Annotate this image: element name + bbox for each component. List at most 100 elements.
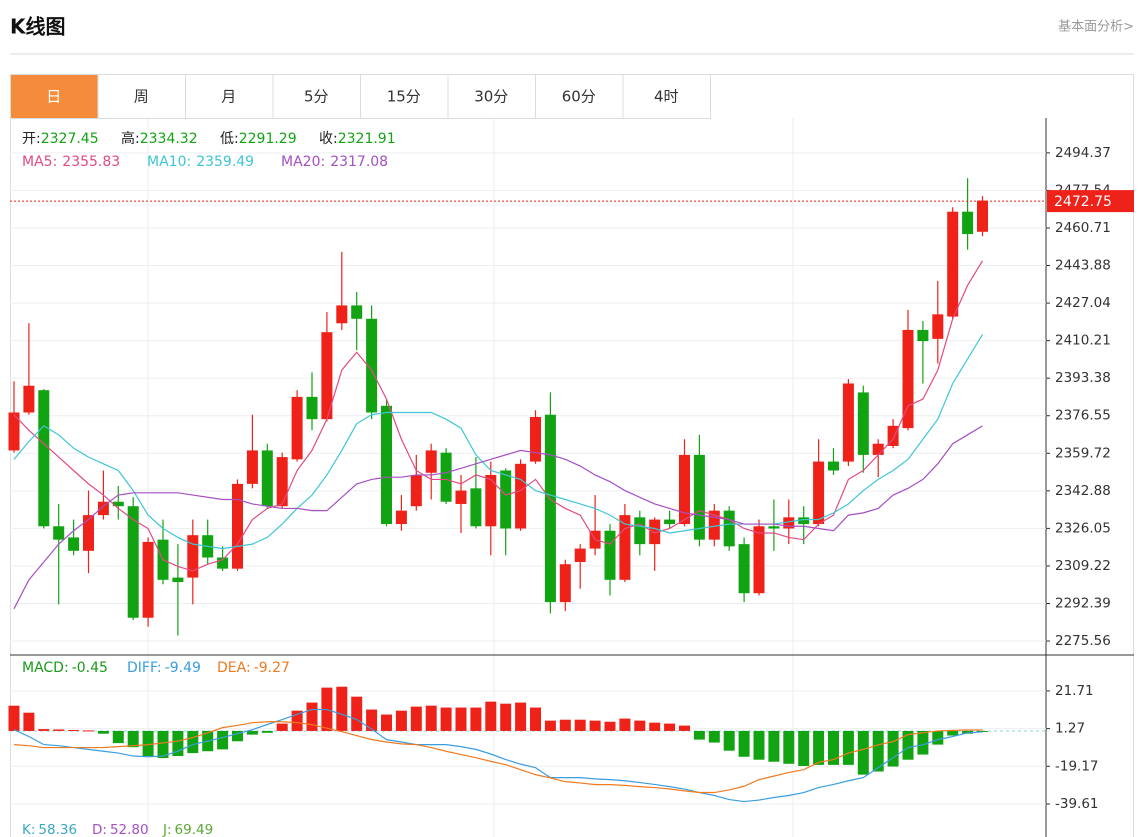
tab[interactable] bbox=[622, 74, 711, 119]
macd-bar bbox=[395, 710, 407, 731]
tab-label[interactable]: 月 bbox=[221, 88, 236, 106]
kdj-legend: J: 69.49 bbox=[162, 822, 213, 837]
macd-bar bbox=[172, 730, 184, 757]
macd-bar bbox=[187, 730, 199, 754]
macd-bar bbox=[947, 730, 959, 736]
y-tick-label: 2292.39 bbox=[1055, 595, 1111, 611]
macd-bar bbox=[261, 730, 273, 733]
macd-bar bbox=[97, 730, 109, 734]
candle-body bbox=[321, 332, 333, 420]
candle-body bbox=[112, 501, 124, 507]
legend-value: 52.80 bbox=[110, 822, 149, 837]
macd-bar bbox=[127, 730, 139, 748]
candle-body bbox=[828, 461, 839, 471]
macd-bar bbox=[977, 730, 988, 732]
candle-body bbox=[768, 526, 780, 529]
macd-bar bbox=[112, 730, 124, 744]
macd-bar bbox=[530, 707, 541, 731]
macd-bar bbox=[798, 730, 810, 766]
candle-body bbox=[693, 454, 705, 540]
y-tick-label: 21.71 bbox=[1055, 683, 1094, 699]
y-tick-label: 2376.55 bbox=[1055, 408, 1111, 424]
tab[interactable] bbox=[272, 74, 361, 119]
macd-bar bbox=[440, 707, 452, 731]
candle-body bbox=[97, 501, 109, 516]
candle-body bbox=[261, 450, 273, 507]
tab-label[interactable]: 日 bbox=[46, 88, 61, 106]
legend-value: 2359.49 bbox=[196, 154, 254, 170]
candle-body bbox=[634, 517, 646, 545]
candle-body bbox=[306, 396, 318, 420]
macd-bar bbox=[634, 720, 646, 731]
indicator-line bbox=[13, 721, 983, 794]
legend-value: 2321.91 bbox=[338, 131, 396, 147]
macd-bar bbox=[872, 730, 884, 772]
candle-body bbox=[232, 483, 243, 569]
tab-label[interactable]: 60分 bbox=[562, 88, 596, 106]
candle-body bbox=[172, 577, 184, 583]
candle-body bbox=[485, 474, 497, 527]
tab[interactable] bbox=[360, 74, 449, 119]
legend-label: DIFF: bbox=[127, 660, 162, 676]
candle-body bbox=[887, 425, 899, 446]
tab-label[interactable]: 15分 bbox=[387, 88, 421, 106]
y-tick-label: 2393.38 bbox=[1055, 370, 1111, 386]
legend-value: 2327.45 bbox=[41, 131, 99, 147]
tab-label[interactable]: 周 bbox=[134, 88, 149, 106]
legend-label: D: bbox=[92, 822, 107, 837]
legend-label: 低: bbox=[220, 131, 239, 147]
candle-body bbox=[291, 396, 303, 460]
price-panel: 2494.372477.542460.712443.882427.042410.… bbox=[8, 145, 1134, 649]
kdj-legend: K: 58.36 bbox=[22, 822, 77, 837]
ohlc-legend: 高:2334.32 bbox=[121, 130, 198, 147]
legend-label: MA20: bbox=[281, 154, 325, 170]
macd-bar bbox=[336, 686, 348, 731]
page-title: K线图 bbox=[10, 15, 66, 39]
candle-body bbox=[708, 510, 720, 540]
candle-body bbox=[738, 544, 750, 594]
legends: 开:2327.45 高:2334.32 低:2291.29 收:2321.91 MA5:… bbox=[22, 130, 396, 837]
last-price-label: 2472.75 bbox=[1054, 194, 1112, 210]
y-tick-label: 2275.56 bbox=[1055, 633, 1111, 649]
macd-bar bbox=[842, 730, 854, 765]
indicator-line bbox=[13, 425, 983, 610]
macd-bar bbox=[783, 730, 795, 764]
macd-bar bbox=[410, 706, 422, 731]
indicator-line bbox=[13, 260, 984, 572]
macd-bar bbox=[8, 705, 20, 731]
macd-bar bbox=[664, 723, 676, 731]
macd-bar bbox=[619, 718, 631, 731]
macd-bar bbox=[306, 702, 318, 731]
tab-label[interactable]: 5分 bbox=[304, 88, 329, 106]
legend-value: -9.49 bbox=[165, 660, 201, 676]
legend-value: -0.45 bbox=[72, 660, 108, 676]
indicator-line bbox=[13, 708, 983, 803]
candle-body bbox=[8, 412, 20, 451]
tab-label[interactable]: 4时 bbox=[654, 88, 679, 106]
fundamental-link[interactable]: 基本面分析> bbox=[1058, 20, 1134, 35]
macd-bar bbox=[813, 730, 825, 765]
candle-body bbox=[947, 211, 959, 317]
macd-bar bbox=[559, 719, 571, 731]
ohlc-legend: 低:2291.29 bbox=[220, 131, 297, 147]
tab[interactable] bbox=[447, 74, 536, 119]
tab[interactable] bbox=[10, 74, 99, 119]
candle-body bbox=[962, 211, 974, 235]
candle-body bbox=[127, 506, 139, 618]
macd-bar bbox=[515, 702, 527, 731]
candle-body bbox=[142, 541, 154, 618]
macd-bar bbox=[291, 710, 303, 731]
legend-value: 2317.08 bbox=[330, 154, 388, 170]
macd-bar bbox=[83, 730, 94, 732]
candle-body bbox=[753, 526, 765, 594]
indicator-line bbox=[13, 334, 984, 550]
tab-label[interactable]: 30分 bbox=[474, 88, 508, 106]
candle-body bbox=[68, 537, 80, 551]
y-tick-label: 2309.22 bbox=[1055, 558, 1111, 574]
macd-bar bbox=[53, 729, 65, 731]
chart-frame bbox=[10, 74, 1134, 837]
candle-body bbox=[455, 490, 467, 504]
candle-body bbox=[381, 405, 392, 525]
tab[interactable] bbox=[535, 74, 624, 119]
candle-body bbox=[217, 557, 229, 569]
